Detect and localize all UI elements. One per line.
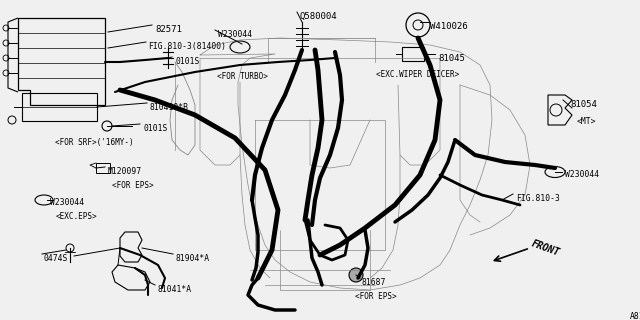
Text: W410026: W410026 <box>430 22 468 31</box>
Text: W230044: W230044 <box>565 170 599 179</box>
Text: 81041*A: 81041*A <box>158 285 192 294</box>
Text: W230044: W230044 <box>50 198 84 207</box>
Text: <FOR EPS>: <FOR EPS> <box>112 181 154 190</box>
Text: <FOR EPS>: <FOR EPS> <box>355 292 397 301</box>
Text: <MT>: <MT> <box>577 117 596 126</box>
Text: <FOR SRF>('16MY-): <FOR SRF>('16MY-) <box>55 138 134 147</box>
Text: <FOR TURBO>: <FOR TURBO> <box>217 72 268 81</box>
Text: 81904*A: 81904*A <box>175 254 209 263</box>
Text: M120097: M120097 <box>108 167 142 176</box>
Bar <box>96 163 110 173</box>
Text: 81054: 81054 <box>570 100 597 109</box>
Text: 810410*B: 810410*B <box>150 103 189 112</box>
Bar <box>402 47 424 61</box>
Text: FIG.810-3(81400): FIG.810-3(81400) <box>148 42 226 51</box>
Text: FIG.810-3: FIG.810-3 <box>516 194 560 203</box>
Bar <box>22 93 97 121</box>
Text: <EXC.EPS>: <EXC.EPS> <box>56 212 98 221</box>
Text: 0101S: 0101S <box>175 57 200 66</box>
Text: 82571: 82571 <box>155 25 182 34</box>
Text: 0101S: 0101S <box>143 124 168 133</box>
Text: <EXC.WIPER DEICER>: <EXC.WIPER DEICER> <box>376 70 460 79</box>
Text: 81687: 81687 <box>362 278 387 287</box>
Text: FRONT: FRONT <box>530 238 561 258</box>
Text: W230044: W230044 <box>218 30 252 39</box>
Text: 81045: 81045 <box>438 54 465 63</box>
Circle shape <box>349 268 363 282</box>
Text: Q580004: Q580004 <box>300 12 338 21</box>
Text: A810001438: A810001438 <box>630 312 640 320</box>
Text: 0474S: 0474S <box>44 254 68 263</box>
